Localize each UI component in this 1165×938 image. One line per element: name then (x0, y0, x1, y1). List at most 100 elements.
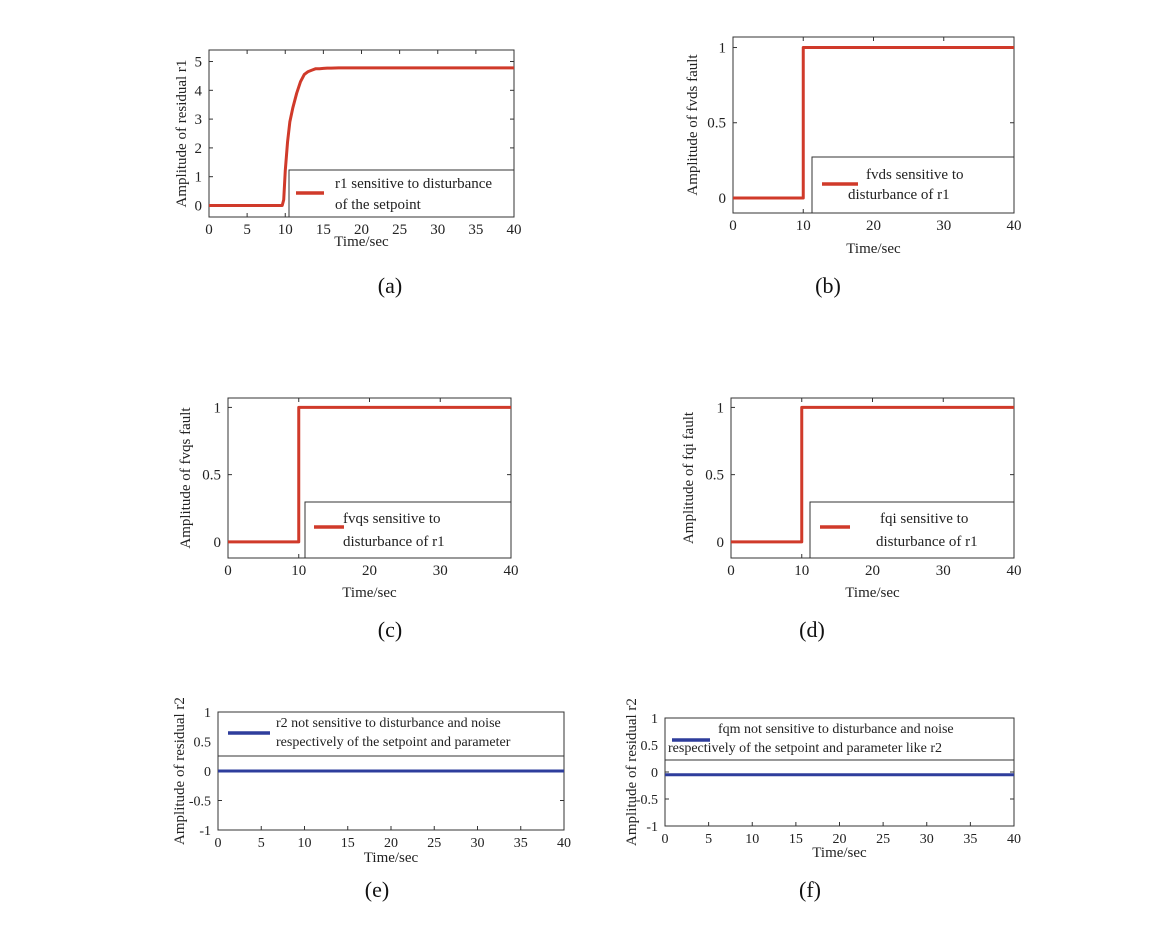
y-tick-label: 0.5 (194, 736, 212, 751)
x-tick-label: 40 (557, 836, 571, 851)
x-tick-label: 5 (705, 832, 712, 847)
x-tick-label: 0 (727, 563, 735, 579)
x-tick-label: 10 (794, 563, 809, 579)
y-tick-label: 1 (717, 400, 725, 416)
chart-panel-d: 0 10 20 30 40 0 0.5 1 fqi sensitive to disturbanc… (681, 397, 1022, 642)
y-tick-label: 5 (195, 55, 203, 71)
legend-text: disturbance of r1 (343, 534, 445, 550)
panel-caption: (e) (365, 877, 389, 902)
x-tick-label: 40 (504, 563, 519, 579)
x-tick-label: 30 (920, 832, 934, 847)
y-tick-label: 1 (204, 706, 211, 721)
x-tick-label: 15 (341, 836, 355, 851)
chart-panel-b: 0 10 20 30 40 0 0.5 1 fvds sensitive to disturban… (685, 36, 1022, 298)
x-tick-label: 30 (430, 222, 445, 238)
series-line (228, 405, 511, 544)
y-tick-label: 1 (214, 400, 222, 416)
x-tick-label: 0 (215, 836, 222, 851)
legend-box (217, 711, 565, 757)
y-tick-label: 0.5 (707, 116, 726, 132)
x-tick-label: 40 (1007, 832, 1021, 847)
x-tick-label: 10 (291, 563, 306, 579)
panel-caption: (c) (378, 617, 402, 642)
y-tick-label: 0 (204, 765, 211, 780)
y-tick-label: 1 (719, 41, 727, 57)
series-line (731, 405, 1014, 544)
y-tick-label: -0.5 (636, 793, 658, 808)
x-tick-label: 10 (796, 218, 811, 234)
x-tick-label: 35 (963, 832, 977, 847)
y-tick-label: 0.5 (202, 468, 221, 484)
legend-text: of the setpoint (335, 197, 422, 213)
legend-text: fvds sensitive to (866, 167, 964, 183)
legend-text: r1 sensitive to disturbance (335, 176, 492, 192)
panel-caption: (f) (799, 877, 821, 902)
x-tick-label: 35 (468, 222, 483, 238)
y-tick-label: 4 (195, 83, 203, 99)
chart-panel-e: 0 5 10 15 20 25 30 35 40 -1 -0.5 0 0.5 1 r2 not sensit… (172, 697, 571, 902)
legend-text: fqi sensitive to (880, 511, 968, 527)
y-axis-label: Amplitude of residual r1 (174, 60, 190, 208)
x-tick-label: 35 (514, 836, 528, 851)
x-tick-label: 20 (865, 563, 880, 579)
y-tick-label: -1 (199, 824, 211, 839)
chart-panel-a: 0 5 10 15 20 25 30 35 40 0 1 2 3 4 5 r1 sensitive to di… (174, 49, 522, 298)
y-tick-label: 0 (651, 766, 658, 781)
y-tick-label: 0 (719, 191, 727, 207)
legend-text: disturbance of r1 (876, 534, 978, 550)
y-tick-label: 0 (717, 535, 725, 551)
x-tick-label: 10 (298, 836, 312, 851)
x-tick-label: 25 (392, 222, 407, 238)
y-axis-label: Amplitude of residual r2 (624, 698, 640, 846)
x-tick-label: 40 (507, 222, 522, 238)
y-tick-label: -1 (646, 820, 658, 835)
legend-text: respectively of the setpoint and paramet… (668, 741, 942, 756)
x-axis-label: Time/sec (812, 845, 867, 861)
y-axis-label: Amplitude of fvqs fault (178, 407, 194, 549)
y-tick-label: 3 (195, 112, 203, 128)
legend-box (288, 169, 515, 218)
x-tick-label: 15 (316, 222, 331, 238)
x-axis-label: Time/sec (846, 241, 901, 257)
x-axis-label: Time/sec (364, 850, 419, 866)
x-tick-label: 20 (362, 563, 377, 579)
x-tick-label: 20 (384, 836, 398, 851)
series-line (209, 66, 514, 207)
y-tick-label: 0.5 (641, 739, 659, 754)
x-tick-label: 25 (876, 832, 890, 847)
y-tick-label: 0 (195, 198, 203, 214)
x-tick-label: 20 (354, 222, 369, 238)
panel-caption: (b) (815, 273, 841, 298)
x-tick-label: 5 (243, 222, 251, 238)
y-tick-label: 2 (195, 141, 203, 157)
legend-text: r2 not sensitive to disturbance and nois… (276, 716, 501, 731)
panel-caption: (a) (378, 273, 402, 298)
x-tick-label: 20 (866, 218, 881, 234)
x-tick-label: 20 (833, 832, 847, 847)
x-tick-label: 40 (1007, 218, 1022, 234)
x-tick-label: 0 (205, 222, 213, 238)
x-axis-label: Time/sec (342, 585, 397, 601)
x-tick-label: 30 (471, 836, 485, 851)
x-axis-label: Time/sec (845, 585, 900, 601)
y-tick-label: 0.5 (705, 468, 724, 484)
x-tick-label: 5 (258, 836, 265, 851)
x-tick-label: 30 (936, 218, 951, 234)
x-tick-label: 10 (278, 222, 293, 238)
y-tick-label: 0 (214, 535, 222, 551)
legend-text: disturbance of r1 (848, 187, 950, 203)
series-line (733, 46, 1014, 200)
x-tick-label: 15 (789, 832, 803, 847)
y-axis-label: Amplitude of fqi fault (681, 411, 697, 544)
y-tick-label: -0.5 (189, 795, 211, 810)
legend-box (809, 501, 1015, 559)
y-tick-label: 1 (651, 712, 658, 727)
legend-box (664, 717, 1015, 761)
chart-panel-c: 0 10 20 30 40 0 0.5 1 fvqs sensitive to disturban… (178, 397, 519, 642)
y-axis-label: Amplitude of fvds fault (685, 54, 701, 196)
legend-text: respectively of the setpoint and paramet… (276, 735, 511, 750)
x-tick-label: 40 (1007, 563, 1022, 579)
x-tick-label: 0 (729, 218, 737, 234)
x-axis-label: Time/sec (334, 234, 389, 250)
